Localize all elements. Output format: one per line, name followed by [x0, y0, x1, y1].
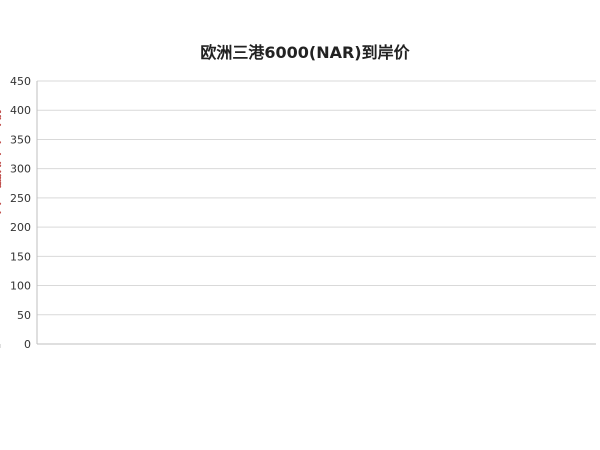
data-point: [0, 110, 2, 114]
y-tick-label: 250: [10, 192, 31, 205]
y-tick-label: 300: [10, 163, 31, 176]
data-point: [0, 183, 2, 186]
data-point: [0, 114, 2, 118]
y-tick-label: 0: [24, 338, 31, 351]
y-tick-label: 100: [10, 280, 31, 293]
data-point: [0, 176, 2, 180]
data-point: [0, 179, 2, 182]
data-point: [0, 202, 2, 205]
y-tick-label: 50: [17, 309, 31, 322]
data-point: [0, 152, 2, 156]
series-group: [0, 110, 2, 214]
data-point: [0, 211, 2, 214]
y-tick-label: 350: [10, 133, 31, 146]
y-axis-ticks: 0 50 100 150 200 250 300 350 400 450: [10, 75, 31, 351]
data-point: [0, 123, 2, 126]
data-point: [0, 141, 2, 144]
data-point: [0, 170, 2, 173]
data-point: [0, 173, 2, 177]
y-tick-label: 200: [10, 221, 31, 234]
y-tick-label: 400: [10, 104, 31, 117]
data-point: [0, 185, 2, 188]
y-tick-label: 150: [10, 250, 31, 263]
grid: [36, 80, 596, 345]
chart-title: 欧洲三港6000(NAR)到岸价: [200, 43, 410, 62]
data-point: [0, 161, 2, 164]
data-point: [0, 164, 2, 167]
data-point: [0, 117, 2, 120]
y-tick-label: 450: [10, 75, 31, 88]
